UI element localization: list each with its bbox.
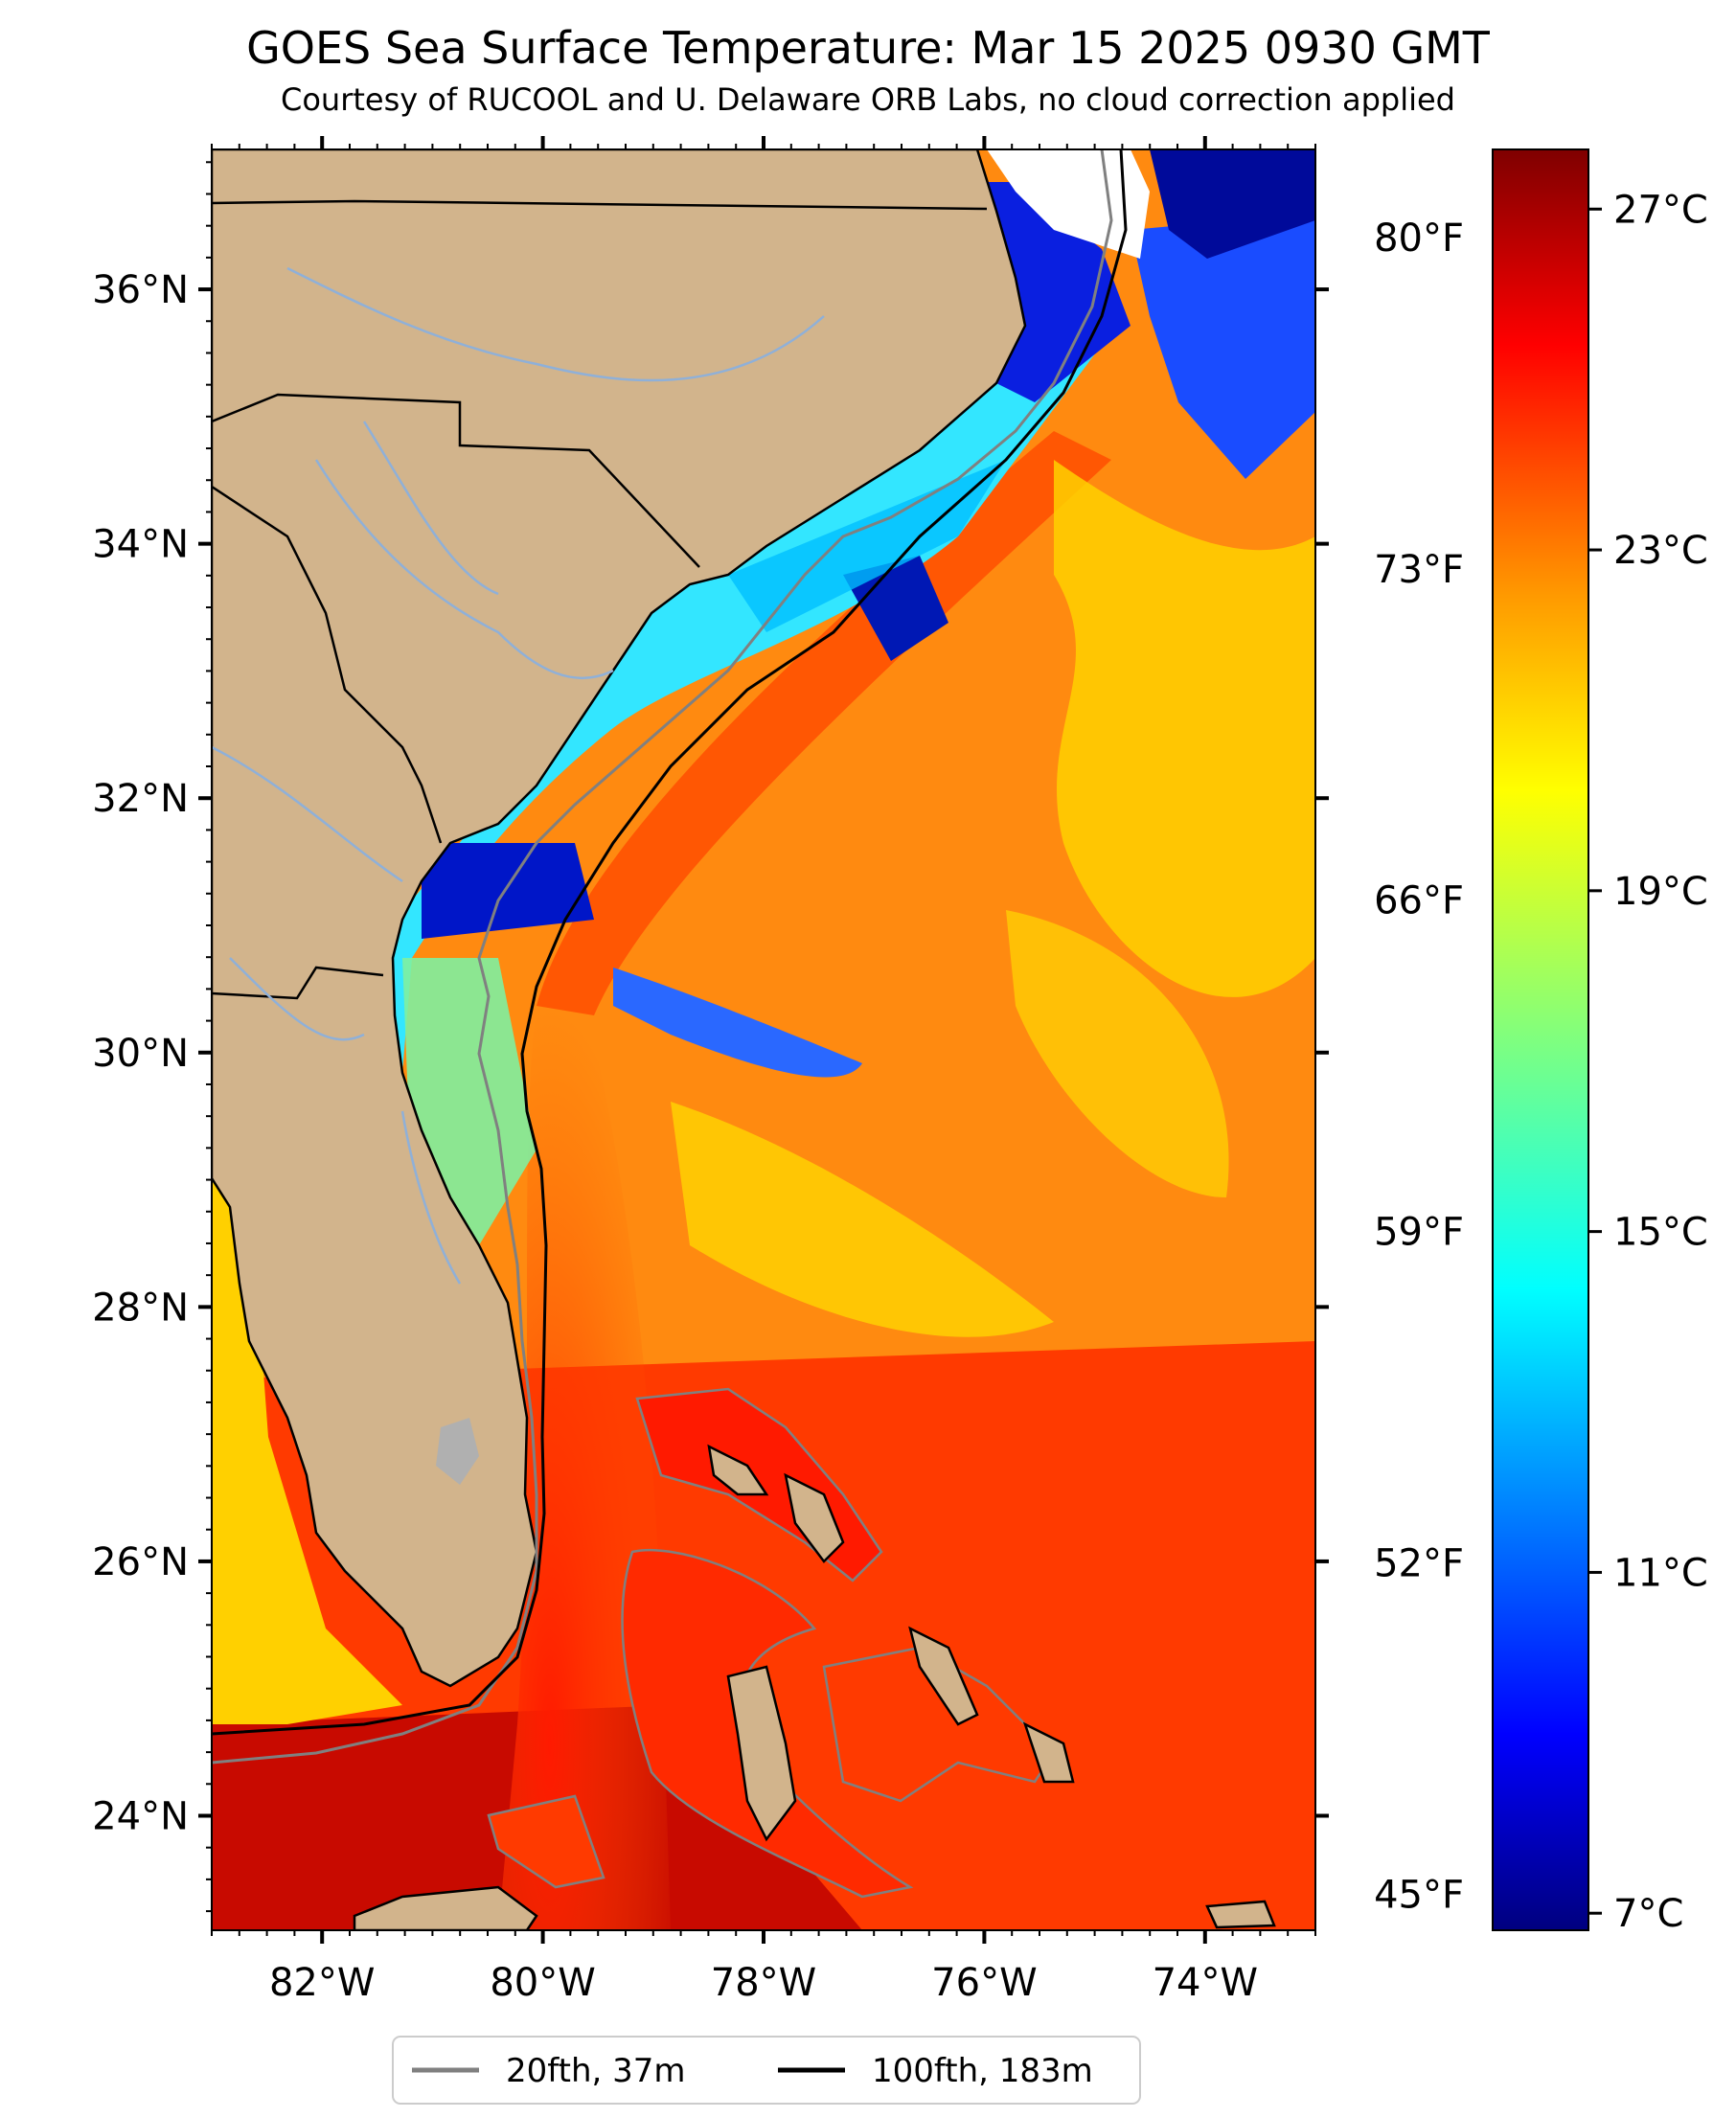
fahrenheit-tick-label: 52°F: [1374, 1542, 1464, 1586]
legend-label-100fth: 100fth, 183m: [872, 2052, 1093, 2090]
legend-box: [392, 2036, 1141, 2105]
cat-island: [1022, 1721, 1075, 1784]
legend-label-20fth: 20fth, 37m: [506, 2052, 686, 2090]
border-va-nc: [212, 199, 988, 211]
lon-tick-label: 82°W: [269, 1961, 375, 2005]
lat-tick-label: 26°N: [92, 1540, 189, 1584]
gulf-stream-core: [498, 1006, 671, 1930]
yellow-filament: [671, 1102, 1054, 1337]
cold-northeast-water: [1131, 192, 1315, 479]
gulf-of-mexico-water: [212, 1178, 402, 1724]
figure-title: GOES Sea Surface Temperature: Mar 15 202…: [246, 22, 1490, 74]
lon-tick-label: 76°W: [931, 1961, 1037, 2005]
legend: 20fth, 37m 100fth, 183m: [392, 2036, 1141, 2105]
lat-tick-label: 24°N: [92, 1794, 189, 1838]
lon-tick-label: 80°W: [490, 1961, 595, 2005]
fahrenheit-tick-label: 66°F: [1374, 879, 1464, 923]
cool-water-strip: [728, 460, 1006, 632]
cay-sal-bank: [487, 1794, 605, 1889]
figure-subtitle: Courtesy of RUCOOL and U. Delaware ORB L…: [281, 81, 1455, 118]
colorbar: [1492, 148, 1589, 1931]
lat-tick-label: 36°N: [92, 268, 189, 312]
celsius-tick-label: 7°C: [1613, 1892, 1683, 1936]
yellow-patch: [1006, 910, 1229, 1197]
celsius-tick-label: 27°C: [1613, 188, 1708, 232]
great-bahama-bank-west: [621, 1548, 914, 1899]
cold-shelf-water: [364, 259, 1102, 1197]
isobath-20fth: [212, 149, 1113, 1765]
fahrenheit-tick-label: 73°F: [1374, 548, 1464, 592]
lat-tick-label: 32°N: [92, 777, 189, 821]
cold-cloud-streak: [613, 968, 862, 1078]
small-island: [1205, 1900, 1276, 1929]
rivers: [212, 266, 825, 1285]
isobath-100fth: [212, 149, 1128, 1736]
lat-tick-label: 30°N: [92, 1032, 189, 1076]
grand-bahama-island: [707, 1444, 769, 1496]
cold-patch: [843, 556, 948, 661]
celsius-tick-label: 11°C: [1613, 1551, 1708, 1595]
border-ga-fl: [212, 966, 384, 1000]
colorbar-axes: 7°C 11°C 15°C 19°C 23°C 27°C 45°F 52°F 59°F 66°F 7…: [1374, 188, 1708, 1936]
border-nc-sc: [212, 393, 700, 568]
offshore-warm-eddy: [1054, 460, 1315, 997]
celsius-tick-label: 23°C: [1613, 529, 1708, 573]
abaco-island: [784, 1472, 845, 1563]
celsius-tick-label: 19°C: [1613, 870, 1708, 914]
eleuthera-island: [908, 1626, 979, 1726]
lon-tick-label: 74°W: [1153, 1961, 1258, 2005]
lat-tick-label: 34°N: [92, 523, 189, 567]
coldest-northeast-water: [1150, 149, 1315, 259]
border-sc-ga: [212, 485, 443, 844]
fahrenheit-tick-label: 45°F: [1374, 1873, 1464, 1917]
sst-map[interactable]: [212, 149, 1315, 1930]
lake-okeechobee: [436, 1418, 479, 1485]
fahrenheit-tick-label: 80°F: [1374, 216, 1464, 261]
cuba-coast: [353, 1885, 538, 1930]
cold-band-georgia: [422, 843, 594, 939]
lat-tick-label: 28°N: [92, 1286, 189, 1330]
map-axes: 24°N 26°N 28°N 30°N 32°N 34°N 36°N 82°W 80°W 78°W…: [92, 136, 1329, 2005]
us-mainland: [212, 149, 1027, 1688]
andros-island: [726, 1665, 797, 1842]
fahrenheit-tick-label: 59°F: [1374, 1211, 1464, 1255]
gulf-stream-north: [537, 431, 1111, 1015]
celsius-tick-label: 15°C: [1613, 1211, 1708, 1255]
lon-tick-label: 78°W: [711, 1961, 816, 2005]
